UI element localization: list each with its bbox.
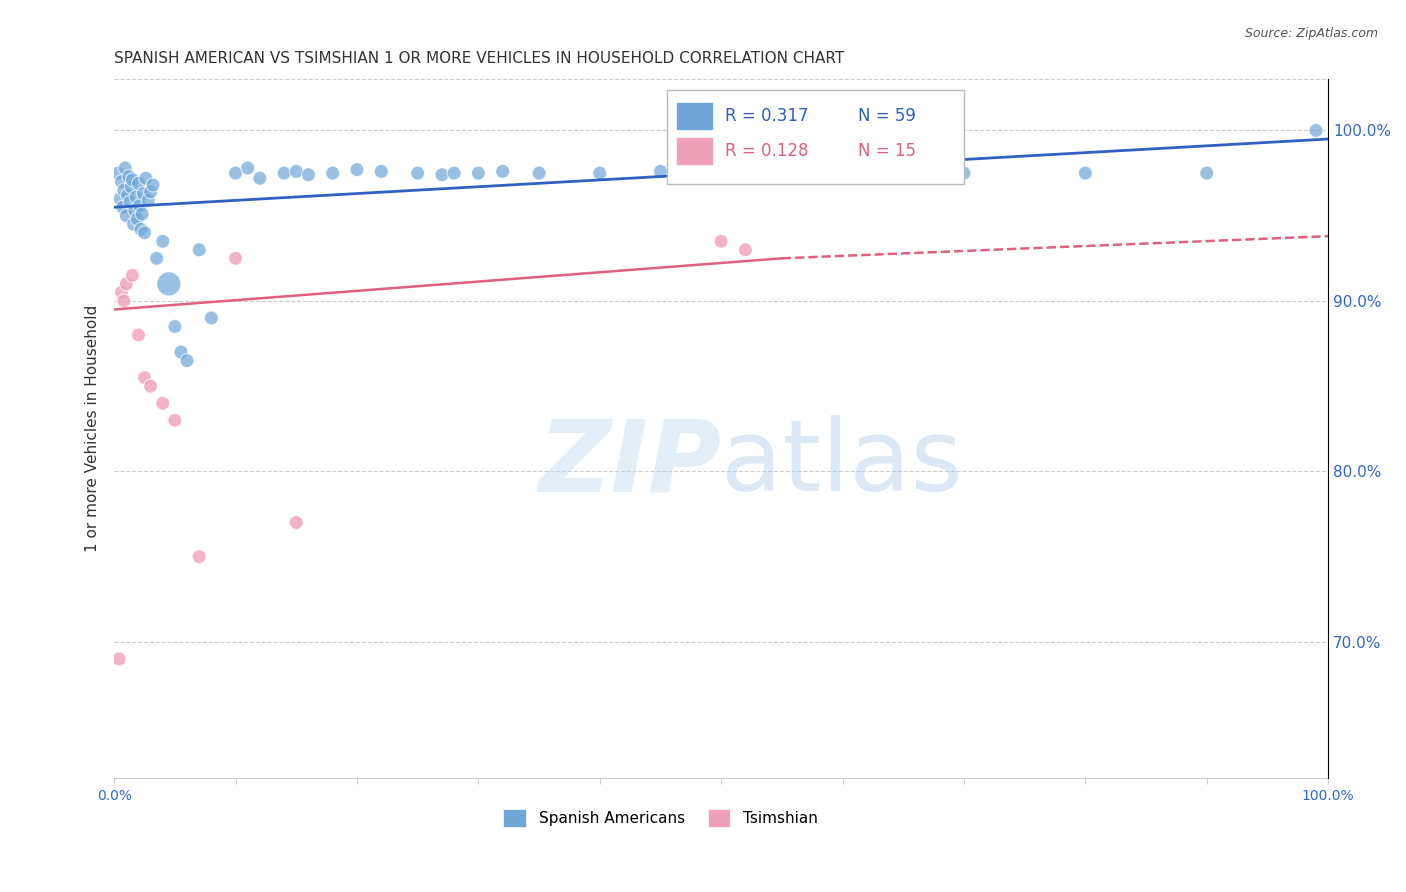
Point — [157, 277, 180, 291]
Point — [118, 195, 141, 210]
Point — [120, 179, 142, 194]
Point — [127, 328, 149, 343]
Point — [134, 370, 156, 384]
Point — [122, 217, 145, 231]
Point — [111, 200, 134, 214]
Point — [135, 171, 157, 186]
Point — [134, 226, 156, 240]
Point — [108, 652, 131, 666]
Text: SPANISH AMERICAN VS TSIMSHIAN 1 OR MORE VEHICLES IN HOUSEHOLD CORRELATION CHART: SPANISH AMERICAN VS TSIMSHIAN 1 OR MORE … — [114, 51, 845, 66]
Point — [430, 168, 453, 182]
Point — [953, 166, 976, 180]
Point — [188, 243, 211, 257]
Point — [770, 166, 793, 180]
Text: R = 0.128: R = 0.128 — [725, 143, 808, 161]
Point — [467, 166, 489, 180]
Point — [152, 396, 174, 410]
Point — [297, 168, 319, 182]
Point — [188, 549, 211, 564]
Point — [710, 166, 733, 180]
Y-axis label: 1 or more Vehicles in Household: 1 or more Vehicles in Household — [86, 305, 100, 552]
Point — [200, 310, 222, 325]
Text: N = 15: N = 15 — [858, 143, 917, 161]
Text: atlas: atlas — [721, 416, 963, 512]
Point — [118, 169, 141, 184]
Point — [115, 209, 138, 223]
Point — [110, 192, 132, 206]
Point — [285, 516, 308, 530]
Point — [891, 166, 914, 180]
Point — [589, 166, 612, 180]
Point — [225, 166, 247, 180]
Point — [136, 194, 159, 208]
Point — [110, 175, 132, 189]
Point — [115, 277, 138, 291]
Point — [443, 166, 465, 180]
FancyBboxPatch shape — [676, 103, 713, 130]
Point — [124, 203, 146, 218]
Point — [406, 166, 429, 180]
Point — [236, 161, 259, 175]
Point — [346, 162, 368, 177]
Point — [110, 285, 132, 300]
FancyBboxPatch shape — [676, 137, 713, 165]
Point — [125, 190, 148, 204]
Text: ZIP: ZIP — [538, 416, 721, 512]
Point — [710, 234, 733, 248]
Point — [1074, 166, 1097, 180]
Point — [139, 379, 162, 393]
Point — [128, 198, 150, 212]
Point — [127, 212, 149, 227]
Point — [225, 252, 247, 266]
Point — [145, 252, 167, 266]
Point — [1195, 166, 1218, 180]
Point — [163, 413, 186, 427]
Point — [527, 166, 550, 180]
Point — [273, 166, 295, 180]
Point — [132, 186, 155, 201]
Point — [107, 166, 129, 180]
Text: Source: ZipAtlas.com: Source: ZipAtlas.com — [1244, 27, 1378, 40]
Point — [170, 345, 193, 359]
Text: R = 0.317: R = 0.317 — [725, 107, 808, 126]
Point — [492, 164, 515, 178]
Point — [285, 164, 308, 178]
Point — [249, 171, 271, 186]
Point — [112, 293, 135, 308]
Point — [163, 319, 186, 334]
FancyBboxPatch shape — [666, 90, 965, 184]
Point — [127, 177, 149, 191]
Point — [114, 161, 136, 175]
Point — [1305, 123, 1327, 137]
Point — [176, 353, 198, 368]
Point — [121, 173, 143, 187]
Point — [121, 268, 143, 283]
Point — [142, 178, 165, 192]
Point — [831, 168, 853, 182]
Text: N = 59: N = 59 — [858, 107, 917, 126]
Point — [139, 185, 162, 199]
Point — [734, 243, 756, 257]
Point — [129, 222, 152, 236]
Point — [322, 166, 344, 180]
Point — [131, 207, 153, 221]
Point — [370, 164, 392, 178]
Legend: Spanish Americans, Tsimshian: Spanish Americans, Tsimshian — [498, 803, 824, 833]
Point — [650, 164, 672, 178]
Point — [152, 234, 174, 248]
Point — [117, 188, 139, 202]
Point — [112, 183, 135, 197]
